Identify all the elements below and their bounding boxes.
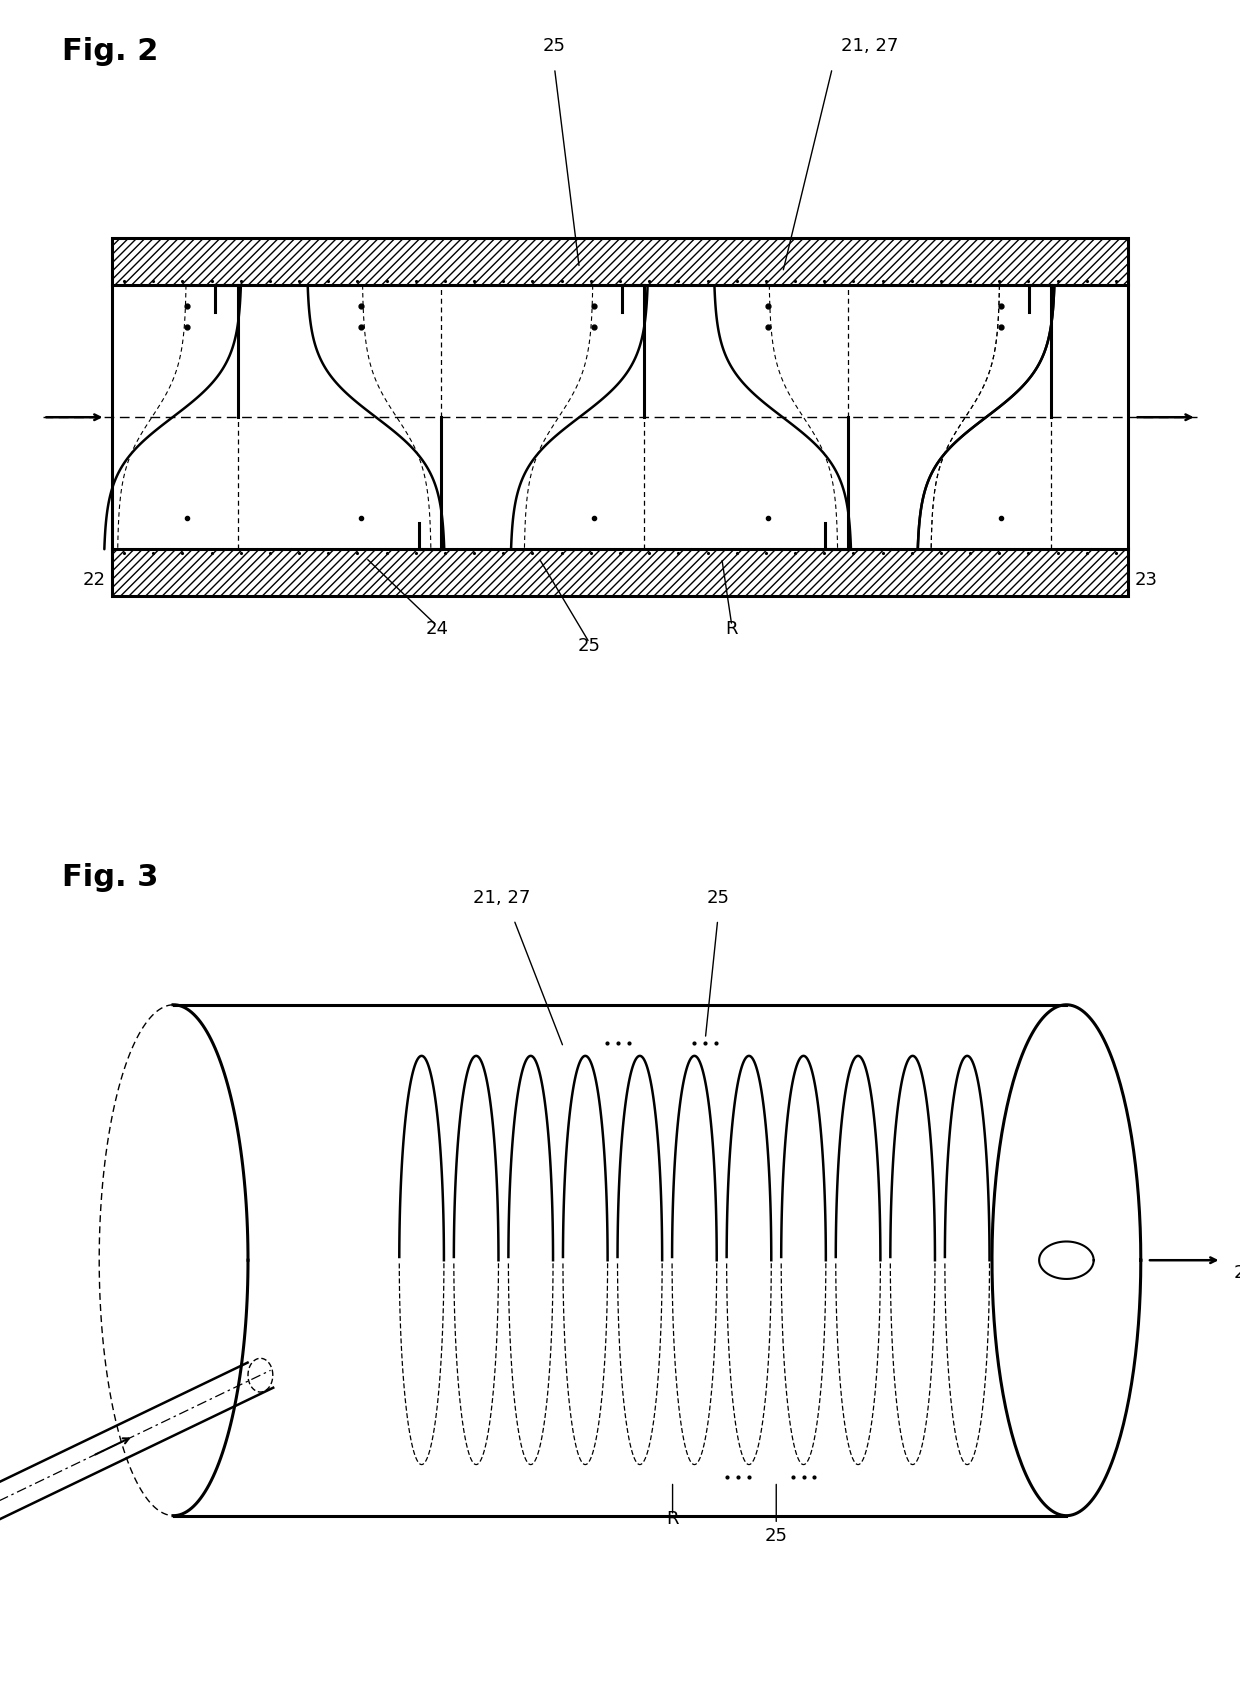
Text: 22: 22 (82, 571, 105, 589)
Bar (112, 238, 1128, 286)
Text: 24: 24 (425, 620, 449, 639)
Text: R: R (666, 1511, 678, 1528)
Text: 21, 27: 21, 27 (841, 37, 898, 54)
Text: Fig. 2: Fig. 2 (62, 36, 159, 66)
Text: 21, 27: 21, 27 (472, 889, 531, 906)
Text: 25: 25 (707, 889, 729, 906)
Text: 23: 23 (1135, 571, 1158, 589)
Text: 23: 23 (1234, 1264, 1240, 1282)
Text: Fig. 3: Fig. 3 (62, 862, 159, 892)
Text: 25: 25 (543, 37, 565, 54)
Bar (112, 548, 1128, 596)
Text: R: R (725, 620, 738, 639)
Text: 25: 25 (578, 637, 601, 656)
Text: 25: 25 (765, 1528, 787, 1545)
